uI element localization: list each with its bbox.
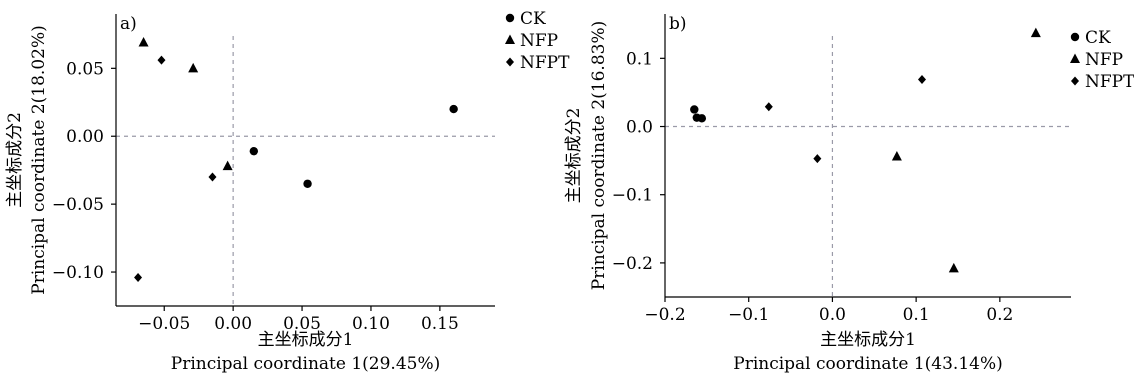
y-tick-label: −0.05 — [52, 195, 104, 215]
chart-panel-a: −0.05 0.00 0.05 0.10 0.15 −0.10 −0.05 0.00 0.05 a… — [5, 9, 570, 374]
panel-label: a) — [120, 14, 137, 34]
data-point-ck — [303, 179, 312, 188]
y-axis-title-cn: 主坐标成分2 — [564, 108, 584, 204]
data-point-nfp — [948, 262, 959, 273]
data-point-ck — [449, 104, 458, 114]
y-tick-label: 0.00 — [66, 127, 104, 147]
y-axis-title: Principal coordinate 2(18.02%) — [29, 25, 49, 295]
x-tick-label: −0.1 — [728, 305, 769, 325]
x-tick-label: 0.15 — [421, 314, 459, 334]
data-point-nfpt — [157, 55, 166, 65]
x-tick-label: 0.05 — [283, 314, 321, 334]
legend-marker-ck — [1070, 32, 1080, 42]
legend-marker-nfp — [505, 34, 515, 44]
data-point-nfp — [891, 151, 902, 161]
x-tick-label: 0.0 — [819, 305, 846, 325]
legend-marker-nfpt — [506, 57, 514, 67]
legend-marker-ck — [505, 13, 515, 23]
y-axis-title-cn: 主坐标成分2 — [5, 112, 25, 208]
data-point-ck — [690, 105, 699, 114]
legend-label-nfp: NFP — [520, 31, 558, 51]
panel-label: b) — [669, 14, 687, 34]
data-point-ck — [249, 146, 259, 156]
series-nfp — [138, 37, 233, 171]
x-tick-label: 0.10 — [352, 314, 390, 334]
data-point-nfpt — [208, 172, 217, 182]
data-point-nfp — [222, 160, 233, 171]
x-tick-label: 0.00 — [214, 314, 252, 334]
series-ck — [249, 104, 458, 188]
legend-label-ck: CK — [520, 9, 546, 29]
legend-label-ck: CK — [1085, 28, 1111, 48]
x-axis-title-cn: 主坐标成分1 — [820, 330, 916, 350]
y-tick-label: −0.2 — [612, 254, 653, 274]
legend-marker-nfpt — [1071, 76, 1079, 86]
y-tick-label: −0.1 — [612, 186, 653, 206]
x-axis-title: Principal coordinate 1(29.45%) — [171, 354, 441, 374]
legend-label-nfp: NFP — [1085, 50, 1123, 70]
x-tick-label: −0.05 — [138, 314, 190, 334]
data-point-nfp — [1030, 27, 1041, 38]
legend-label-nfpt: NFPT — [1085, 72, 1134, 92]
x-tick-label: −0.2 — [644, 305, 685, 325]
data-point-nfpt — [134, 272, 143, 282]
data-point-nfp — [138, 37, 149, 47]
series-nfpt — [134, 55, 217, 282]
x-tick-label: 0.1 — [903, 305, 930, 325]
data-point-nfp — [188, 62, 199, 73]
y-axis-title: Principal coordinate 2(16.83%) — [589, 21, 609, 291]
x-axis-title: Principal coordinate 1(43.14%) — [733, 354, 1003, 374]
y-tick-label: 0.1 — [626, 49, 653, 69]
series-ck — [690, 105, 707, 123]
x-tick-label: 0.2 — [986, 305, 1013, 325]
data-point-nfpt — [813, 154, 822, 164]
series-nfp — [891, 27, 1041, 273]
legend-label-nfpt: NFPT — [520, 53, 570, 73]
data-point-nfpt — [917, 74, 926, 84]
chart-panel-b: −0.2 −0.1 0.0 0.1 0.2 −0.2 −0.1 0.0 0.1 b) 主坐标成分1 P… — [564, 14, 1134, 374]
legend-marker-nfp — [1070, 53, 1080, 63]
data-point-nfpt — [764, 102, 773, 112]
y-tick-label: 0.05 — [66, 59, 104, 79]
y-tick-label: −0.10 — [52, 263, 104, 283]
y-tick-label: 0.0 — [626, 118, 653, 138]
series-nfpt — [764, 74, 926, 164]
data-point-ck — [697, 114, 707, 123]
x-axis-title-cn: 主坐标成分1 — [258, 330, 354, 350]
